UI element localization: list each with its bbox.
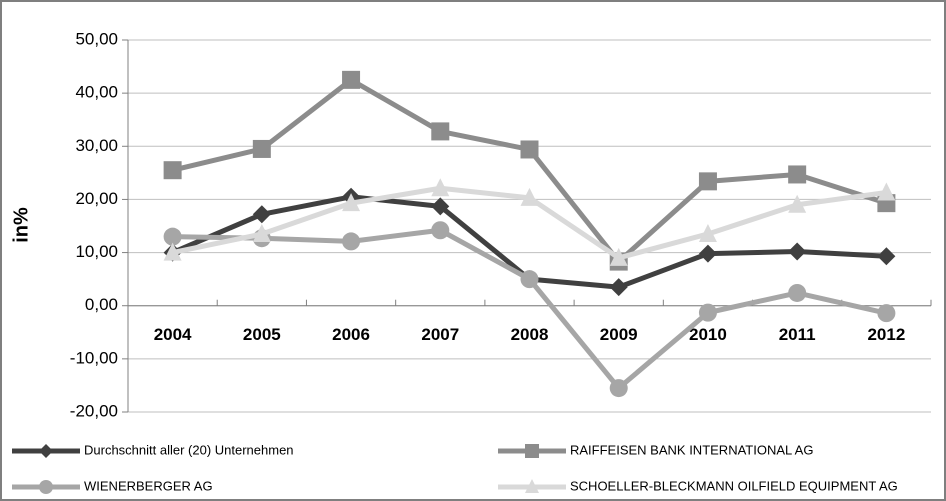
x-tick-label: 2004 bbox=[154, 325, 192, 344]
y-tick-label: 0,00 bbox=[85, 295, 118, 314]
marker bbox=[788, 194, 807, 213]
marker bbox=[163, 242, 182, 261]
marker bbox=[609, 379, 628, 398]
marker bbox=[788, 283, 807, 302]
legend-label: Durchschnitt aller (20) Unternehmen bbox=[84, 442, 294, 457]
legend-marker bbox=[39, 480, 53, 494]
marker bbox=[252, 139, 271, 158]
marker bbox=[342, 193, 361, 212]
marker bbox=[877, 247, 896, 266]
y-tick-label: 50,00 bbox=[75, 29, 118, 48]
legend-label: SCHOELLER-BLECKMANN OILFIELD EQUIPMENT A… bbox=[570, 478, 898, 493]
legend-marker bbox=[525, 444, 539, 458]
marker bbox=[520, 270, 539, 289]
legend-label: WIENERBERGER AG bbox=[84, 478, 213, 493]
marker bbox=[252, 223, 271, 242]
marker bbox=[609, 278, 628, 297]
legend-label: RAIFFEISEN BANK INTERNATIONAL AG bbox=[570, 442, 813, 457]
x-tick-label: 2011 bbox=[779, 325, 816, 344]
marker bbox=[431, 178, 450, 197]
x-tick-label: 2012 bbox=[867, 325, 905, 344]
legend-marker bbox=[39, 444, 53, 458]
marker bbox=[698, 303, 717, 322]
marker bbox=[698, 244, 717, 263]
x-tick-label: 2009 bbox=[600, 325, 638, 344]
marker bbox=[788, 242, 807, 261]
marker bbox=[342, 70, 361, 89]
marker bbox=[788, 165, 807, 184]
y-axis-label: in% bbox=[10, 207, 32, 243]
y-tick-label: 20,00 bbox=[75, 189, 118, 208]
x-tick-label: 2008 bbox=[511, 325, 549, 344]
marker bbox=[877, 182, 896, 201]
marker bbox=[163, 227, 182, 246]
y-tick-label: 40,00 bbox=[75, 83, 118, 102]
x-tick-label: 2006 bbox=[332, 325, 370, 344]
marker bbox=[698, 172, 717, 191]
marker bbox=[431, 221, 450, 240]
y-tick-label: 10,00 bbox=[75, 242, 118, 261]
x-tick-label: 2005 bbox=[243, 325, 281, 344]
legend-marker bbox=[525, 479, 539, 493]
marker bbox=[520, 140, 539, 159]
marker bbox=[609, 247, 628, 266]
y-tick-label: -20,00 bbox=[70, 401, 118, 420]
y-tick-label: 30,00 bbox=[75, 136, 118, 155]
marker bbox=[342, 232, 361, 251]
marker bbox=[431, 122, 450, 141]
x-tick-label: 2010 bbox=[689, 325, 727, 344]
x-tick-label: 2007 bbox=[421, 325, 459, 344]
marker bbox=[698, 223, 717, 242]
marker bbox=[877, 304, 896, 323]
marker bbox=[252, 205, 271, 224]
marker bbox=[431, 197, 450, 216]
marker bbox=[520, 187, 539, 206]
marker bbox=[163, 161, 182, 180]
y-tick-label: -10,00 bbox=[70, 348, 118, 367]
